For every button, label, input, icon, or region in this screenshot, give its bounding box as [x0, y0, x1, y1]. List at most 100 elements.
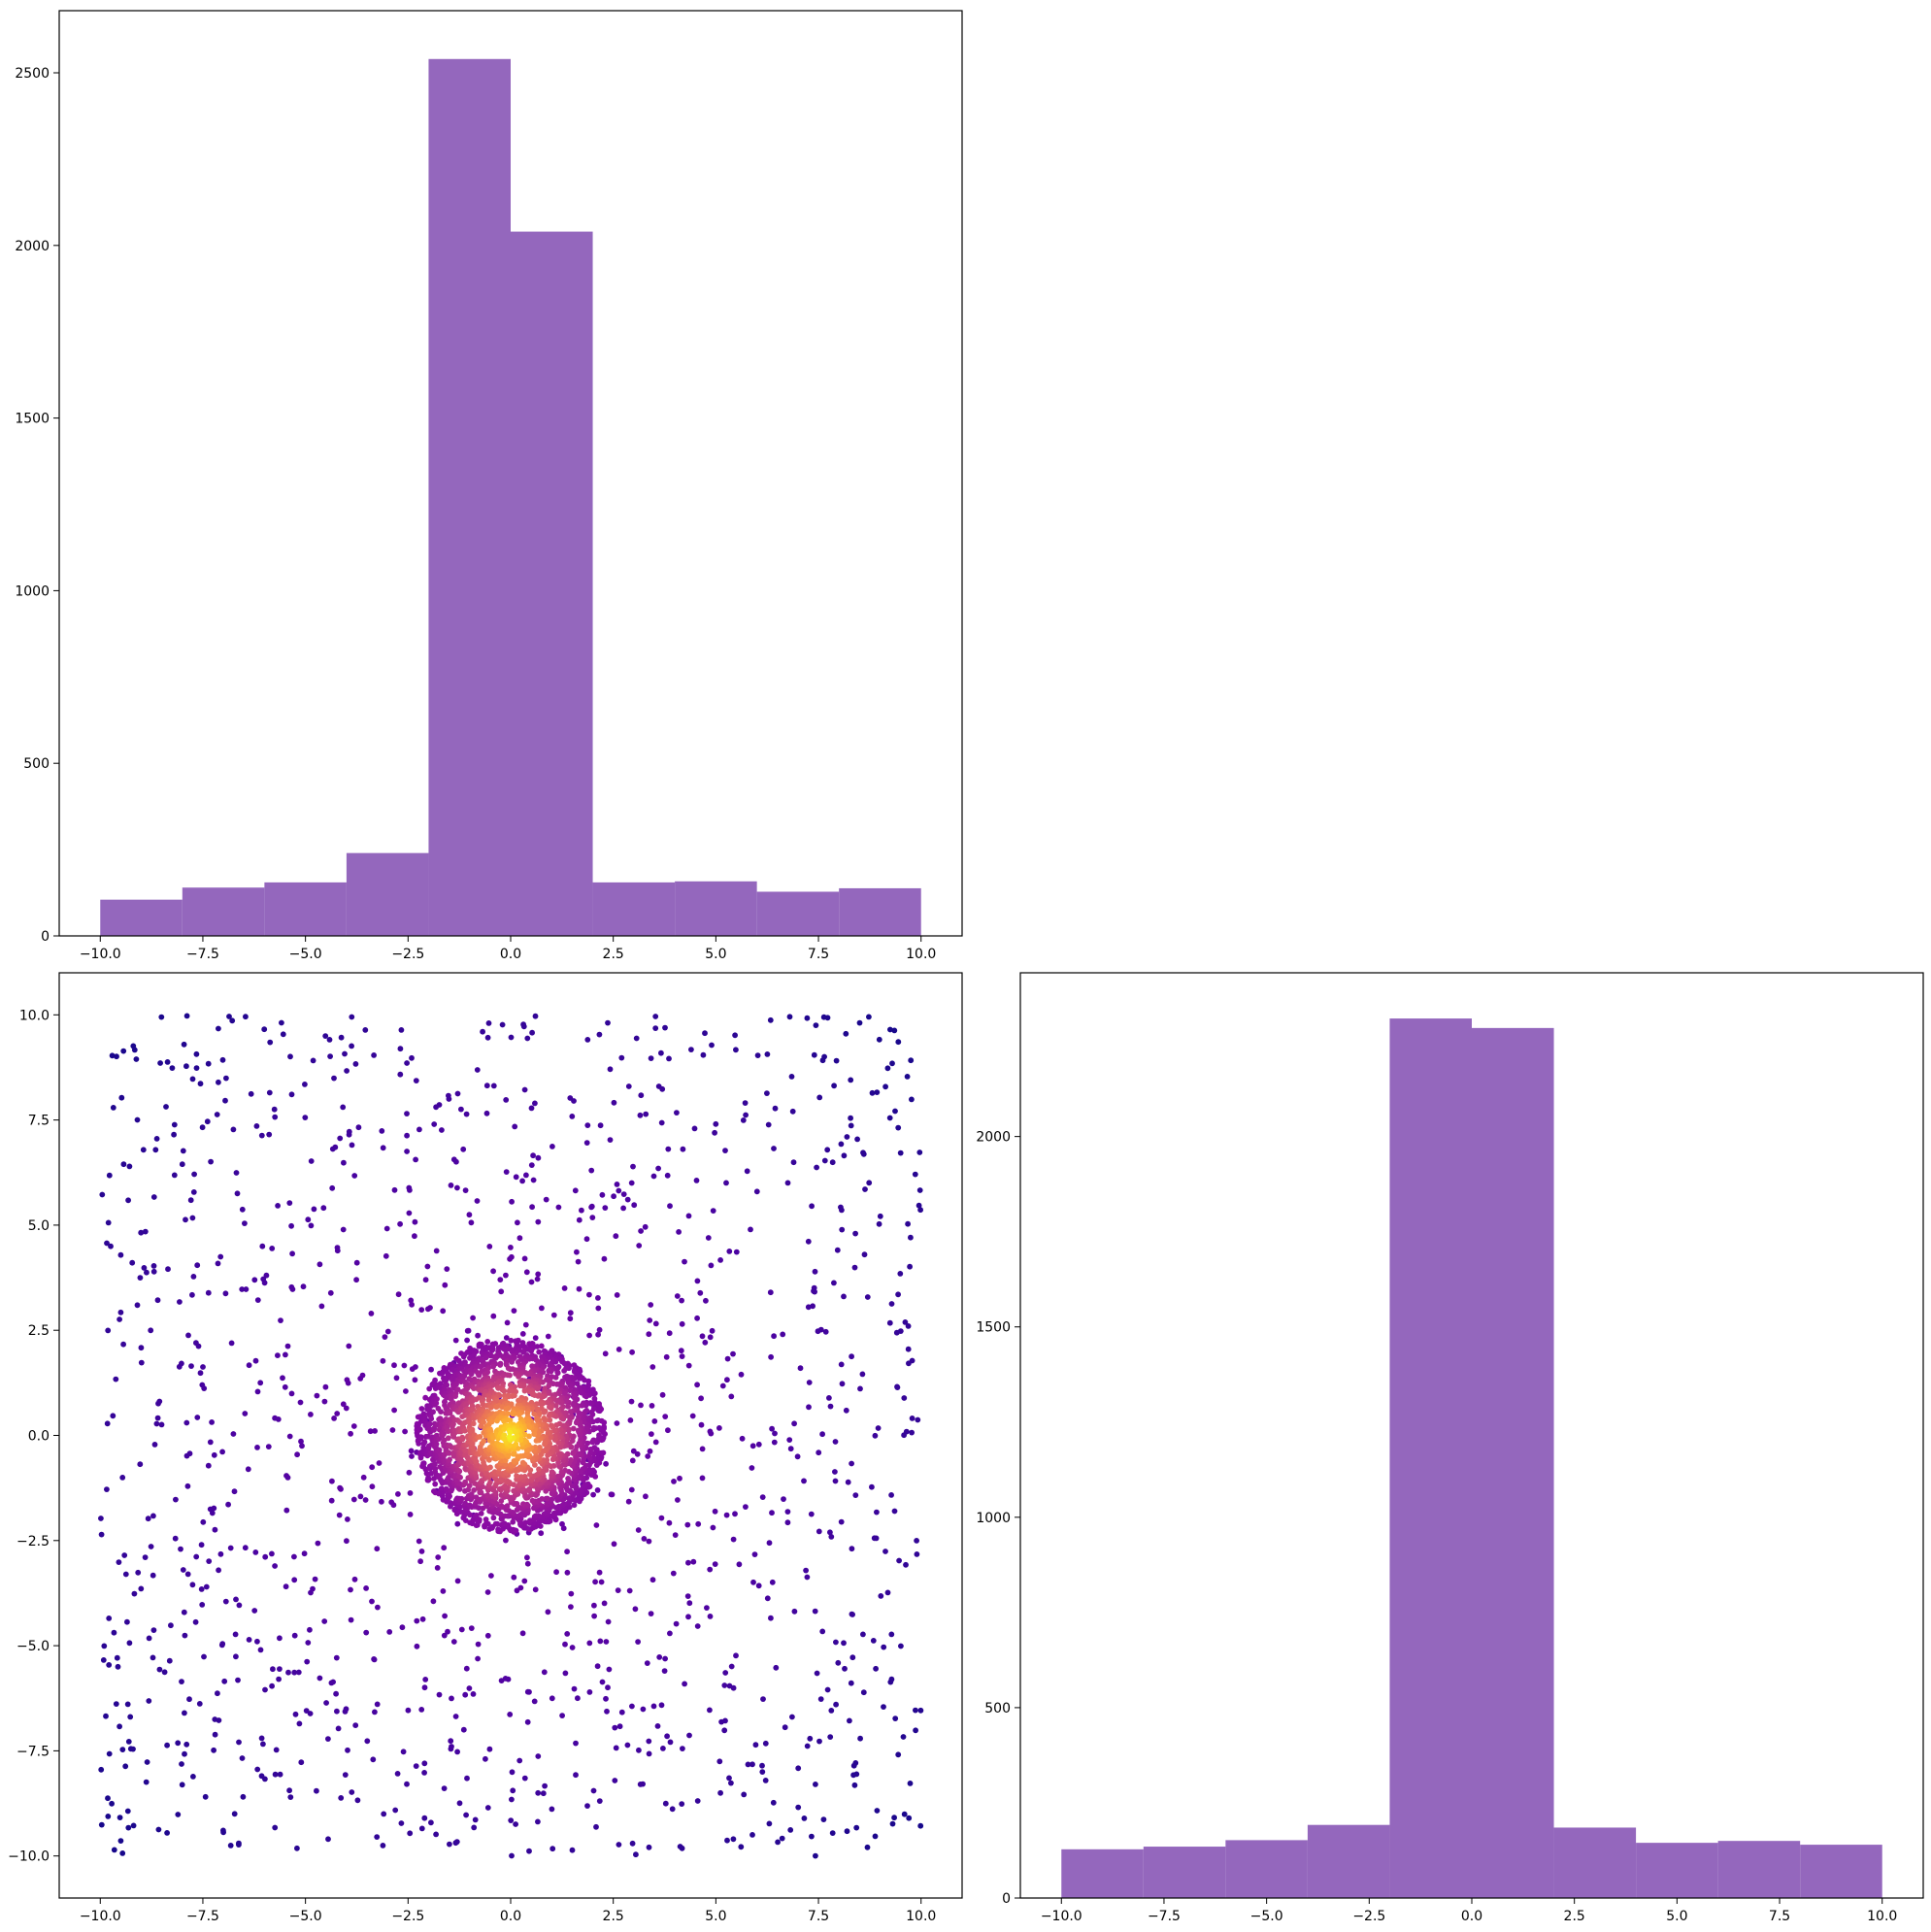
scatter-point	[470, 1445, 477, 1451]
scatter-point	[117, 1815, 123, 1820]
scatter-point	[490, 1268, 496, 1275]
scatter-point	[179, 1161, 185, 1168]
scatter-point	[199, 1602, 206, 1608]
scatter-point	[216, 1717, 222, 1723]
scatter-point	[752, 1742, 759, 1749]
scatter-point	[266, 1089, 273, 1096]
y-tick-label: 2.5	[28, 1323, 50, 1339]
scatter-point	[412, 1377, 418, 1383]
scatter-point	[454, 1520, 461, 1527]
scatter-point	[260, 1741, 266, 1748]
scatter-point	[171, 1131, 178, 1138]
scatter-point	[331, 1416, 337, 1421]
scatter-point	[148, 1544, 154, 1549]
scatter-point	[794, 1453, 801, 1460]
y-axis: 0 500 1000 1500 2000	[976, 1130, 1020, 1907]
scatter-point	[441, 1437, 448, 1444]
scatter-point	[433, 1441, 440, 1448]
scatter-point	[305, 1640, 312, 1646]
scatter-point	[824, 1147, 831, 1153]
scatter-point	[660, 1746, 666, 1751]
scatter-point	[104, 1420, 111, 1427]
scatter-point	[566, 1495, 573, 1502]
scatter-point	[211, 1747, 217, 1753]
scatter-point	[512, 1428, 518, 1435]
y-axis: 0 500 1000 1500 2000 2500	[15, 66, 59, 945]
scatter-point	[506, 1388, 513, 1394]
scatter-point	[790, 1159, 797, 1166]
scatter-point	[408, 1297, 415, 1304]
scatter-point	[288, 1222, 294, 1229]
scatter-point	[203, 1583, 210, 1590]
scatter-point	[500, 1373, 507, 1379]
scatter-point	[891, 1508, 898, 1515]
scatter-point	[827, 1529, 833, 1536]
scatter-point	[327, 1289, 334, 1296]
scatter-point	[413, 1364, 418, 1370]
scatter-point	[269, 1682, 275, 1689]
scatter-point	[471, 1824, 478, 1831]
scatter-point	[812, 1608, 818, 1615]
scatter-point	[258, 1773, 265, 1780]
scatter-point	[667, 1739, 674, 1746]
scatter-point	[485, 1456, 491, 1462]
scatter-point	[374, 1546, 381, 1552]
scatter-point	[226, 1014, 232, 1019]
scatter-point	[784, 1519, 791, 1526]
scatter-point	[440, 1588, 447, 1594]
scatter-point	[181, 1609, 187, 1616]
scatter-point	[304, 1658, 311, 1665]
scatter-point	[254, 1297, 261, 1303]
scatter-point	[351, 1576, 358, 1582]
scatter-point	[897, 1271, 904, 1277]
scatter-point	[570, 1425, 577, 1432]
scatter-point	[755, 1441, 762, 1448]
scatter-point	[454, 1578, 461, 1584]
scatter-point	[490, 1515, 497, 1521]
scatter-point	[456, 1468, 463, 1475]
scatter-point	[289, 1286, 296, 1292]
scatter-point	[549, 1695, 555, 1702]
scatter-point	[512, 1123, 518, 1130]
scatter-point	[223, 1075, 229, 1082]
scatter-point	[520, 1023, 527, 1030]
scatter-point	[115, 1663, 121, 1670]
scatter-point	[821, 1157, 828, 1164]
scatter-point	[428, 1416, 435, 1422]
scatter-point	[587, 1446, 594, 1452]
scatter-point	[509, 1796, 515, 1803]
scatter-point	[475, 1332, 481, 1339]
scatter-point	[526, 1848, 532, 1854]
scatter-point	[905, 1346, 912, 1352]
scatter-point	[295, 1669, 302, 1676]
scatter-point	[298, 1759, 305, 1766]
scatter-point	[432, 1461, 438, 1468]
scatter-point	[217, 1253, 224, 1260]
scatter-point	[771, 1439, 778, 1446]
scatter-point	[242, 1220, 248, 1226]
scatter-point	[520, 1501, 526, 1508]
y-tick-label: 0	[1002, 1891, 1011, 1907]
scatter-point	[545, 1333, 551, 1340]
scatter-point	[186, 1450, 193, 1457]
scatter-point	[529, 1204, 535, 1211]
scatter-point	[571, 1685, 578, 1692]
scatter-point	[912, 1171, 918, 1178]
scatter-point	[447, 1410, 453, 1416]
scatter-point	[204, 1118, 211, 1125]
scatter-point	[791, 1420, 797, 1427]
scatter-point	[448, 1183, 454, 1188]
x-tick-label: −2.5	[391, 947, 424, 962]
scatter-point	[575, 1695, 581, 1702]
scatter-point	[106, 1616, 113, 1621]
scatter-point	[436, 1447, 443, 1453]
scatter-point	[647, 1448, 653, 1454]
scatter-point	[116, 1559, 122, 1565]
scatter-point	[517, 1584, 524, 1591]
scatter-point	[348, 1586, 353, 1593]
scatter-point	[547, 1404, 552, 1411]
y-tick-label: 1000	[15, 583, 50, 599]
scatter-point	[882, 1549, 888, 1554]
scatter-point	[340, 1104, 347, 1111]
scatter-point	[679, 1801, 685, 1807]
